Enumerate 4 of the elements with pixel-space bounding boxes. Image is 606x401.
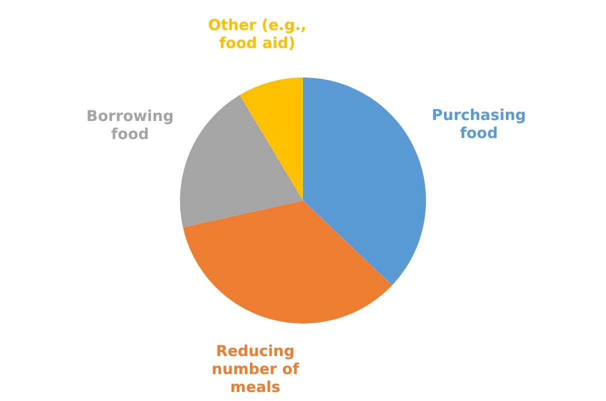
slice-label: Borrowing food bbox=[86, 107, 174, 144]
slice-label: Other (e.g., food aid) bbox=[208, 16, 306, 52]
slice-label: Purchasing food bbox=[432, 106, 526, 142]
slice-label: Reducing number of meals bbox=[212, 342, 300, 396]
